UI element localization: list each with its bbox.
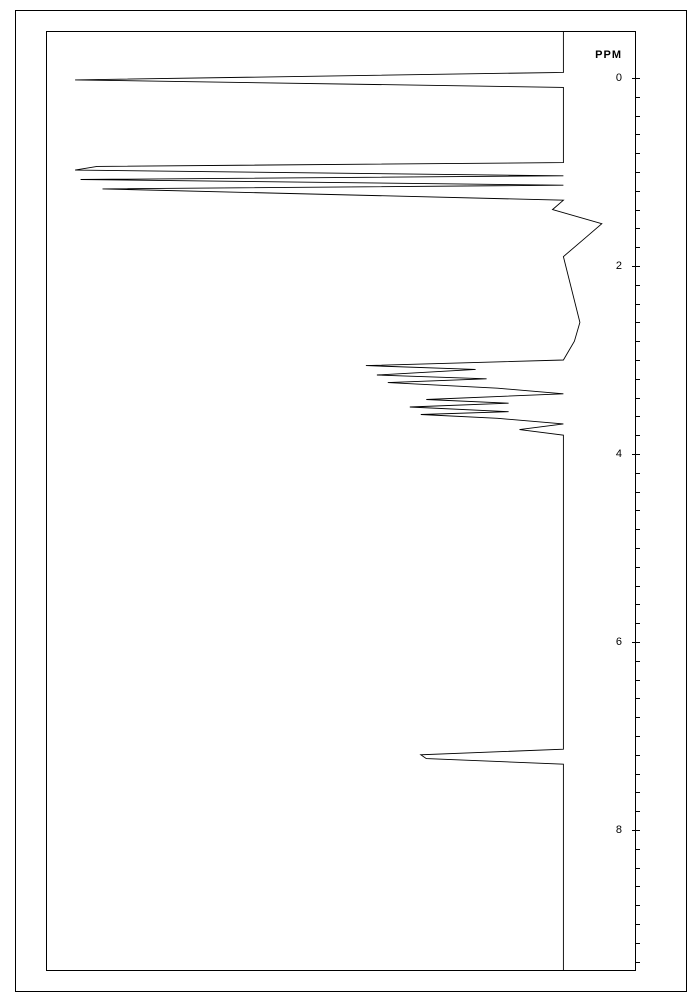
axis-minor-tick: [636, 717, 640, 718]
axis-minor-tick: [636, 153, 640, 154]
axis-minor-tick: [636, 435, 640, 436]
axis-minor-tick: [636, 379, 640, 380]
axis-minor-tick: [636, 172, 640, 173]
axis-minor-tick: [636, 680, 640, 681]
axis-minor-tick: [636, 134, 640, 135]
axis-tick-label: 2: [616, 260, 622, 272]
axis-minor-tick: [636, 360, 640, 361]
axis-minor-tick: [636, 849, 640, 850]
axis-minor-tick: [636, 774, 640, 775]
axis-minor-tick: [636, 586, 640, 587]
axis-major-tick: [632, 266, 640, 267]
ppm-axis: PPM02468: [626, 31, 640, 971]
axis-minor-tick: [636, 811, 640, 812]
axis-minor-tick: [636, 492, 640, 493]
axis-title: PPM: [595, 49, 622, 61]
axis-minor-tick: [636, 868, 640, 869]
axis-minor-tick: [636, 416, 640, 417]
axis-tick-label: 6: [616, 636, 622, 648]
axis-tick-label: 8: [616, 824, 622, 836]
axis-minor-tick: [636, 97, 640, 98]
axis-minor-tick: [636, 962, 640, 963]
axis-minor-tick: [636, 473, 640, 474]
axis-minor-tick: [636, 924, 640, 925]
axis-minor-tick: [636, 398, 640, 399]
axis-minor-tick: [636, 905, 640, 906]
axis-minor-tick: [636, 510, 640, 511]
axis-minor-tick: [636, 341, 640, 342]
axis-minor-tick: [636, 755, 640, 756]
axis-minor-tick: [636, 736, 640, 737]
axis-minor-tick: [636, 567, 640, 568]
axis-minor-tick: [636, 304, 640, 305]
axis-minor-tick: [636, 210, 640, 211]
axis-minor-tick: [636, 285, 640, 286]
nmr-trace: [46, 31, 636, 971]
outer-frame: PPM 0 2 4 6 8: [15, 10, 687, 992]
axis-minor-tick: [636, 228, 640, 229]
axis-minor-tick: [636, 886, 640, 887]
axis-minor-tick: [636, 191, 640, 192]
axis-minor-tick: [636, 623, 640, 624]
axis-minor-tick: [636, 116, 640, 117]
axis-minor-tick: [636, 661, 640, 662]
axis-tick-label: 0: [616, 72, 622, 84]
axis-minor-tick: [636, 322, 640, 323]
axis-minor-tick: [636, 792, 640, 793]
axis-major-tick: [632, 830, 640, 831]
axis-minor-tick: [636, 604, 640, 605]
axis-minor-tick: [636, 247, 640, 248]
axis-minor-tick: [636, 943, 640, 944]
axis-tick-label: 4: [616, 448, 622, 460]
axis-major-tick: [632, 454, 640, 455]
axis-major-tick: [632, 78, 640, 79]
axis-minor-tick: [636, 548, 640, 549]
axis-minor-tick: [636, 698, 640, 699]
axis-major-tick: [632, 642, 640, 643]
axis-minor-tick: [636, 529, 640, 530]
